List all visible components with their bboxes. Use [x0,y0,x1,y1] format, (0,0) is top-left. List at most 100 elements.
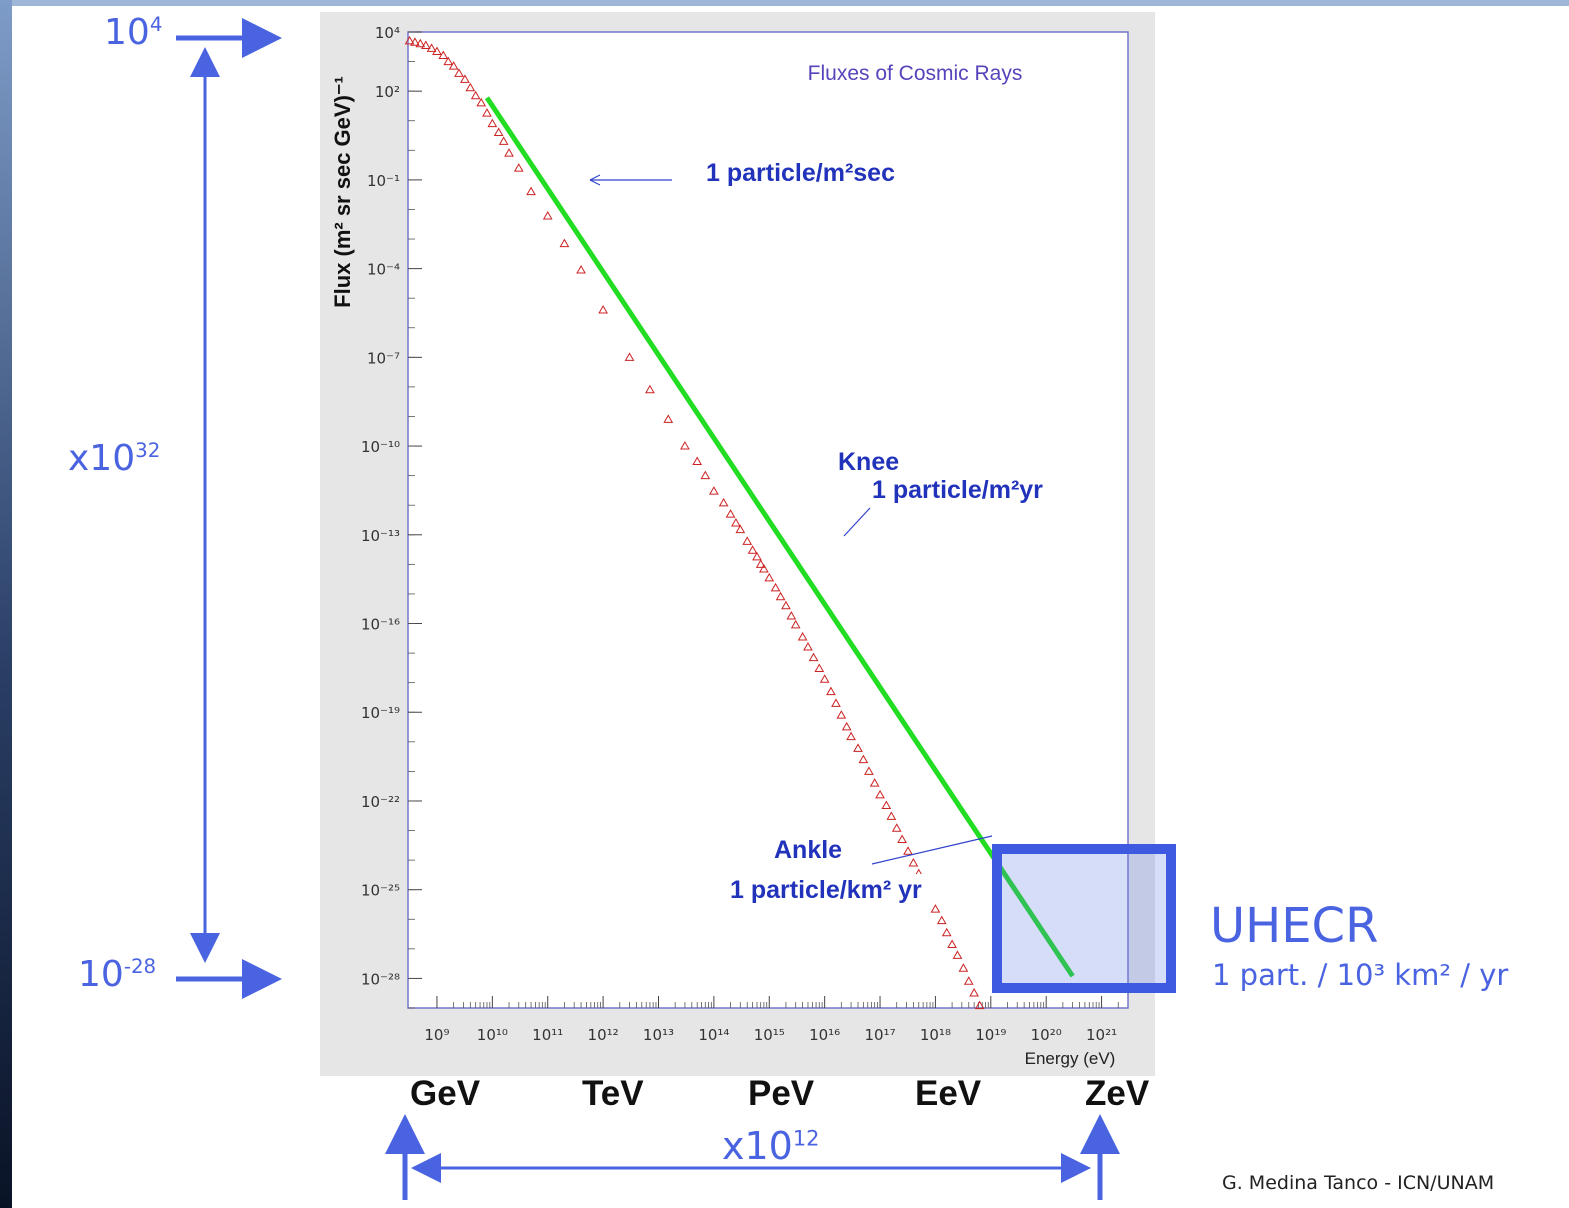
data-point [542,211,553,220]
x-tick-label: 10¹¹ [532,1026,563,1044]
x-tick-label: 10²¹ [1086,1026,1117,1044]
data-point [438,50,449,60]
annotation-arrow-ankle [871,835,993,865]
unit-tev: TeV [582,1074,644,1113]
data-point [858,754,869,764]
data-point [841,721,852,731]
data-point [958,963,969,972]
data-point [692,456,703,466]
data-point [752,551,762,561]
data-point [432,46,442,55]
annotation-particle-sec: 1 particle/m²sec [706,159,895,187]
data-point [881,800,892,810]
data-point [864,766,874,775]
x-tick-label: 10¹³ [643,1026,674,1044]
annotation-arrow-yr [843,507,871,537]
data-point [826,686,836,696]
x-tick-label: 10¹⁸ [920,1026,951,1044]
annotation-particle-km: 1 particle/km² yr [730,876,922,904]
annotation-box-yr [852,472,1082,502]
data-point [755,559,766,568]
x-axis-label: Energy (eV) [1025,1049,1116,1068]
y-tick-label: 10⁻¹⁹ [361,704,400,722]
data-point [415,38,426,48]
data-point [645,384,655,394]
data-point [903,846,913,855]
x-tick-label: 10¹⁴ [698,1026,729,1044]
annotation-particle-yr: 1 particle/m²yr [872,476,1043,504]
data-point [493,127,504,136]
annotation-knee: Knee [838,448,899,476]
data-point [891,823,902,832]
chart-title: Fluxes of Cosmic Rays [808,62,1023,85]
data-point [742,536,753,545]
data-point [513,163,524,172]
data-point [775,591,786,601]
flux-span-exponent: 32 [135,439,161,462]
data-point [759,563,769,573]
top-flux-label: 104 [104,12,162,53]
data-point [836,710,847,719]
unit-zev: ZeV [1085,1074,1150,1113]
data-point [482,108,492,117]
x-tick-label: 10⁹ [424,1026,449,1044]
bottom-flux-exponent: -28 [123,955,157,978]
annotation-ankle: Ankle [774,836,842,864]
data-point [448,61,459,70]
data-point [936,915,947,925]
data-point [803,642,813,651]
y-tick-label: 10⁻¹ [367,172,400,190]
x-tick-label: 10¹⁹ [975,1026,1006,1044]
y-tick-label: 10⁻¹³ [361,527,400,545]
data-point [498,136,509,145]
data-point [725,509,736,518]
data-point [941,927,952,937]
data-point [443,56,454,66]
data-point [598,304,608,314]
y-tick-label: 10⁻⁴ [367,261,400,279]
y-tick-label: 10⁻¹⁶ [361,616,400,634]
data-point [476,97,487,107]
data-point [886,811,897,820]
data-point [410,37,420,46]
data-point [576,264,586,274]
data-point [718,497,729,507]
data-point [897,834,907,843]
data-point [790,619,801,629]
y-tick-label: 10² [375,83,400,101]
data-point [731,518,741,527]
data-point [426,43,437,52]
y-tick-label: 10⁴ [375,24,400,42]
y-tick-label: 10⁻²⁵ [361,882,400,900]
flux-span-base: x10 [68,438,136,479]
y-tick-label: 10⁻²⁸ [361,970,400,988]
data-point [663,414,674,423]
x-tick-label: 10¹⁶ [809,1026,840,1044]
data-point [764,572,775,582]
data-point [526,186,536,196]
y-tick-label: 10⁻²² [361,793,400,811]
y-tick-label: 10⁻⁷ [367,349,400,367]
x-tick-label: 10¹⁰ [477,1026,508,1044]
data-point [487,118,498,128]
x-tick-label: 10¹⁵ [754,1026,785,1044]
data-point [969,988,979,997]
data-point [808,652,819,662]
data-point [404,35,415,45]
energy-span-base: x10 [722,1124,793,1168]
data-point [869,778,880,787]
data-point [963,976,974,985]
x-tick-label: 10²⁰ [1031,1026,1062,1044]
data-point [952,950,963,959]
data-point [797,631,808,641]
data-point [470,90,481,100]
annotation-box-sec [684,156,966,190]
data-point [930,904,941,913]
data-point [819,674,830,683]
slide-top-border [0,0,1569,6]
data-point [831,698,841,707]
top-flux-exponent: 4 [149,13,163,36]
chart-panel: Fluxes of Cosmic Rays 10⁴ 10² 10⁻¹ 10⁻⁴ 10⁻⁷ 1… [320,12,1155,1076]
data-point [454,68,464,77]
data-point [908,857,919,867]
